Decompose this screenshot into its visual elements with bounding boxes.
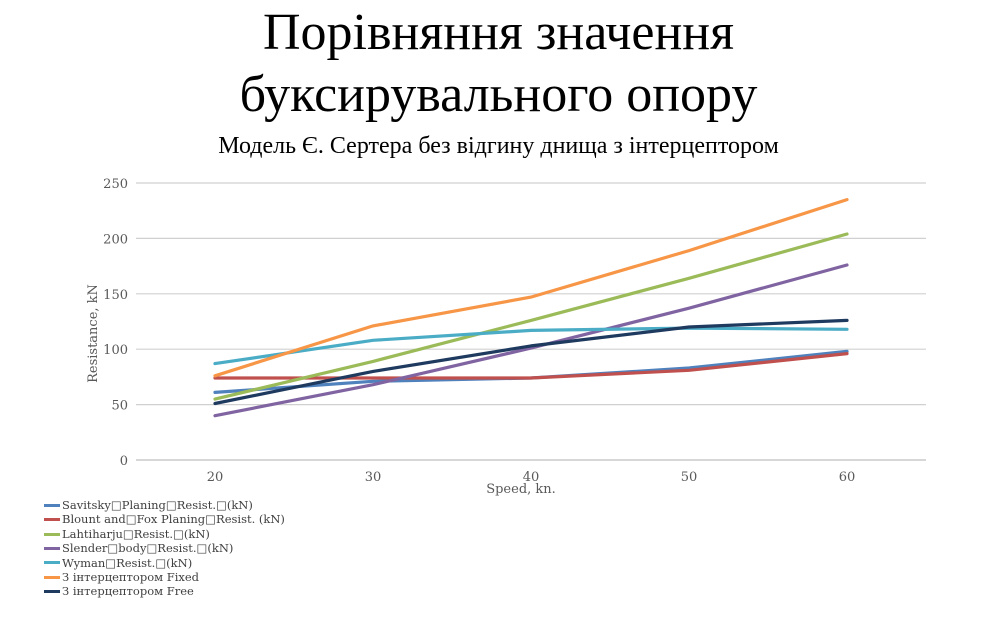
legend-label: Blount and□Fox Planing□Resist. (kN) [62, 512, 285, 527]
series-line-4 [213, 326, 849, 366]
chart-legend: Savitsky□Planing□Resist.□(kN) Blount and□… [44, 498, 285, 599]
legend-item: Savitsky□Planing□Resist.□(kN) [44, 498, 285, 512]
y-tick-label: 200 [103, 232, 128, 247]
y-tick-label: 50 [111, 399, 128, 414]
x-tick-label: 40 [523, 470, 540, 485]
legend-item: Wyman□Resist.□(kN) [44, 556, 285, 570]
series-line-2 [213, 232, 849, 401]
legend-label: Lahtiharju□Resist.□(kN) [62, 526, 210, 541]
legend-swatch [44, 575, 60, 579]
y-tick-label: 150 [103, 288, 128, 303]
legend-swatch [44, 503, 60, 507]
title-line-2: буксирувального опору [239, 66, 758, 123]
legend-item: Slender□body□Resist.□(kN) [44, 541, 285, 555]
legend-swatch [44, 546, 60, 550]
x-tick-label: 30 [365, 470, 382, 485]
legend-item: Lahtiharju□Resist.□(kN) [44, 527, 285, 541]
x-tick-label: 60 [839, 470, 856, 485]
x-axis-label: Speed, kn. [486, 482, 556, 497]
series-line-6 [213, 318, 849, 406]
y-axis-label: Resistance, kN [86, 284, 101, 383]
legend-swatch [44, 518, 60, 522]
legend-item: Blount and□Fox Planing□Resist. (kN) [44, 512, 285, 526]
page-subtitle: Модель Є. Сертера без відгину днища з ін… [218, 133, 779, 159]
legend-label: З інтерцептором Fixed [62, 570, 200, 585]
legend-label: З інтерцептором Free [62, 584, 194, 599]
legend-swatch [44, 590, 60, 594]
page-title: Порівняння значення буксирувального опор… [0, 2, 997, 126]
y-tick-label: 250 [103, 177, 128, 192]
legend-label: Wyman□Resist.□(kN) [62, 555, 193, 570]
y-tick-label: 0 [120, 454, 128, 469]
legend-swatch [44, 532, 60, 536]
x-tick-label: 50 [681, 470, 698, 485]
y-tick-label: 100 [103, 343, 128, 358]
legend-label: Savitsky□Planing□Resist.□(kN) [62, 498, 253, 512]
legend-item: З інтерцептором Free [44, 584, 285, 598]
legend-item: З інтерцептором Fixed [44, 570, 285, 584]
series-line-5 [213, 198, 849, 378]
title-line-1: Порівняння значення [262, 4, 735, 61]
series-line-3 [213, 263, 849, 418]
legend-label: Slender□body□Resist.□(kN) [62, 541, 234, 556]
x-tick-label: 20 [207, 470, 224, 485]
series-line-1 [213, 352, 849, 380]
series-line-0 [213, 349, 849, 394]
legend-swatch [44, 561, 60, 565]
